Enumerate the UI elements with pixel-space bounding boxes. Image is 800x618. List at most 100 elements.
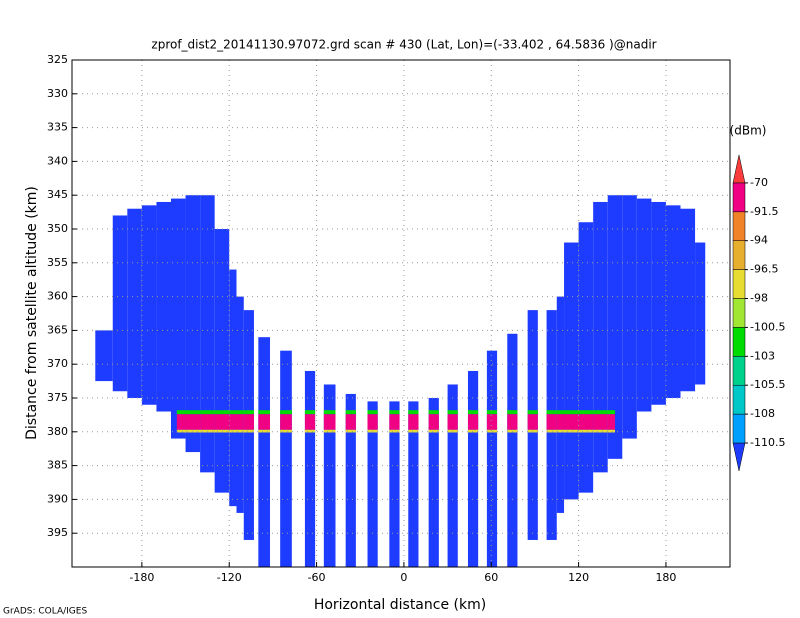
shaded-band [280, 410, 292, 415]
shaded-region [556, 296, 565, 513]
shaded-band [527, 429, 538, 433]
colorbar-segment [732, 413, 746, 444]
shaded-band [556, 414, 565, 430]
shaded-region [141, 205, 157, 405]
shaded-band [527, 410, 538, 415]
colorbar-segment [732, 356, 746, 386]
shaded-region [127, 208, 142, 398]
shaded-band [564, 414, 579, 430]
y-tick-label: 390 [47, 492, 68, 505]
shaded-region [680, 208, 696, 392]
y-tick-label: 330 [47, 87, 68, 100]
shaded-region [607, 195, 623, 459]
y-tick-label: 375 [47, 391, 68, 404]
shaded-region [280, 350, 292, 567]
shaded-band [467, 414, 479, 430]
shaded-band [236, 410, 244, 415]
shaded-band [408, 429, 419, 433]
shaded-band [486, 410, 498, 415]
x-tick-label: -120 [217, 571, 242, 584]
shaded-band [408, 410, 419, 415]
y-tick-label: 355 [47, 256, 68, 269]
y-tick-label: 385 [47, 459, 68, 472]
shaded-region [214, 229, 230, 493]
chart-title: zprof_dist2_20141130.97072.grd scan # 43… [151, 38, 656, 52]
shaded-band [345, 429, 356, 433]
y-tick-label: 340 [47, 154, 68, 167]
shaded-band [527, 414, 538, 430]
colorbar-segment [732, 269, 746, 299]
shaded-region [95, 330, 113, 382]
shaded-band [564, 410, 579, 415]
shaded-band [467, 410, 479, 415]
shaded-band [564, 429, 579, 433]
shaded-band [607, 429, 615, 433]
shaded-band [236, 429, 244, 433]
shaded-region [258, 337, 270, 567]
shaded-region [651, 201, 666, 405]
colorbar-segment [732, 240, 746, 270]
shaded-band [507, 429, 518, 433]
shaded-region [170, 198, 186, 439]
shaded-band [214, 414, 230, 430]
plot-frame [71, 59, 731, 568]
colorbar-label: -94 [750, 234, 768, 247]
shaded-band [229, 410, 237, 415]
shaded-region [200, 195, 215, 473]
shaded-band [507, 414, 518, 430]
shaded-band [258, 414, 270, 430]
colorbar-segment [732, 384, 746, 415]
shaded-region [578, 222, 594, 493]
shaded-band [546, 410, 557, 415]
x-tick-label: 180 [655, 571, 676, 584]
colorbar-label: -110.5 [750, 436, 785, 449]
x-tick-label: 60 [484, 571, 498, 584]
shaded-band [304, 410, 316, 415]
shaded-band [345, 410, 356, 415]
y-tick-label: 360 [47, 290, 68, 303]
shaded-band [447, 429, 458, 433]
colorbar-segment [732, 182, 746, 213]
colorbar-label: -108 [750, 407, 775, 420]
shaded-band [258, 410, 270, 415]
shaded-region [112, 215, 128, 392]
shaded-band [593, 414, 608, 430]
y-tick-label: 380 [47, 425, 68, 438]
shaded-band [323, 410, 336, 415]
shaded-band [176, 414, 186, 430]
x-tick-label: -60 [308, 571, 326, 584]
shaded-band [556, 410, 565, 415]
shaded-band [258, 429, 270, 433]
shaded-band [428, 414, 439, 430]
shaded-band [243, 429, 254, 433]
shaded-region [428, 398, 439, 567]
colorbar-label: -91.5 [750, 205, 778, 218]
shaded-band [304, 429, 316, 433]
y-tick-label: 345 [47, 188, 68, 201]
shaded-region [467, 370, 479, 567]
shaded-region [636, 198, 652, 412]
shaded-band [236, 414, 244, 430]
shaded-region [345, 393, 356, 567]
shaded-band [486, 429, 498, 433]
shaded-band [185, 410, 201, 415]
colorbar-extend-low [732, 442, 746, 472]
shaded-band [280, 414, 292, 430]
x-tick-label: 0 [400, 571, 407, 584]
shaded-band [556, 429, 565, 433]
shaded-region [304, 370, 316, 567]
shaded-region [389, 401, 400, 567]
shaded-band [200, 429, 215, 433]
colorbar-title: (dBm) [730, 124, 767, 138]
shaded-band [229, 414, 237, 430]
colorbar-label: -100.5 [750, 320, 785, 333]
shaded-region [185, 195, 201, 453]
shaded-band [367, 414, 378, 430]
shaded-band [200, 410, 215, 415]
shaded-band [607, 410, 615, 415]
shaded-band [367, 410, 378, 415]
shaded-band [280, 429, 292, 433]
y-tick-label: 370 [47, 357, 68, 370]
shaded-band [185, 414, 201, 430]
